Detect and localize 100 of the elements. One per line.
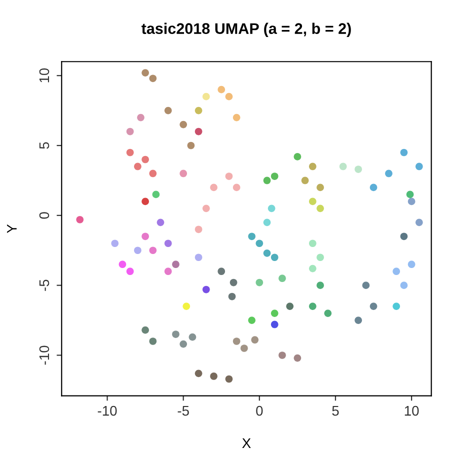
point bbox=[339, 162, 347, 170]
point bbox=[134, 162, 142, 170]
point bbox=[210, 372, 218, 380]
point bbox=[194, 106, 202, 114]
point bbox=[194, 370, 202, 378]
point bbox=[149, 170, 157, 178]
point bbox=[240, 344, 248, 352]
point bbox=[256, 278, 264, 286]
point bbox=[232, 338, 240, 345]
point bbox=[286, 302, 294, 310]
point bbox=[370, 184, 378, 192]
point bbox=[415, 162, 423, 170]
point bbox=[182, 302, 190, 310]
point bbox=[232, 184, 240, 192]
point bbox=[316, 204, 324, 212]
point bbox=[142, 69, 149, 76]
point bbox=[248, 232, 256, 240]
x-tick-label: 5 bbox=[332, 406, 339, 416]
point bbox=[230, 278, 238, 286]
point bbox=[270, 254, 278, 262]
point bbox=[294, 354, 302, 362]
point bbox=[278, 274, 286, 282]
point bbox=[392, 268, 400, 276]
point bbox=[111, 240, 119, 248]
point bbox=[126, 148, 134, 156]
point bbox=[308, 162, 316, 170]
point bbox=[263, 218, 271, 226]
point bbox=[187, 142, 195, 150]
y-tick-label: -5 bbox=[39, 280, 50, 291]
point bbox=[76, 216, 84, 224]
point bbox=[225, 92, 233, 100]
point bbox=[362, 282, 370, 290]
y-tick-label: 0 bbox=[39, 212, 50, 219]
point bbox=[156, 218, 164, 226]
point bbox=[400, 232, 408, 240]
point bbox=[137, 114, 144, 122]
point bbox=[118, 260, 126, 268]
point bbox=[354, 316, 362, 324]
point bbox=[180, 120, 188, 128]
point bbox=[406, 190, 414, 198]
point bbox=[251, 336, 259, 344]
point bbox=[164, 240, 172, 248]
point bbox=[126, 128, 134, 136]
point bbox=[202, 204, 210, 212]
point bbox=[164, 106, 172, 114]
point bbox=[228, 292, 236, 300]
point bbox=[400, 282, 408, 290]
y-tick-label: -10 bbox=[39, 346, 50, 365]
point bbox=[202, 92, 210, 100]
point bbox=[324, 310, 332, 317]
point bbox=[354, 166, 362, 173]
point bbox=[278, 352, 286, 359]
point bbox=[149, 338, 157, 345]
point bbox=[194, 254, 202, 262]
chart-title: tasic2018 UMAP (a = 2, b = 2) bbox=[142, 22, 351, 38]
point bbox=[194, 226, 202, 234]
point bbox=[392, 302, 400, 310]
point bbox=[308, 198, 316, 206]
point bbox=[294, 153, 302, 160]
point bbox=[408, 260, 416, 268]
point bbox=[172, 260, 180, 268]
point bbox=[218, 268, 226, 276]
point bbox=[188, 333, 196, 341]
x-tick-label: 0 bbox=[256, 406, 263, 416]
point bbox=[308, 264, 316, 272]
point bbox=[232, 114, 240, 122]
point bbox=[210, 184, 218, 192]
point bbox=[256, 240, 264, 248]
point bbox=[268, 204, 276, 212]
point bbox=[270, 320, 278, 328]
point bbox=[385, 170, 392, 178]
x-tick-label: -5 bbox=[178, 406, 189, 416]
point bbox=[370, 302, 378, 310]
point bbox=[263, 250, 271, 257]
point bbox=[142, 326, 149, 334]
point bbox=[164, 268, 172, 276]
point bbox=[316, 254, 324, 262]
point bbox=[142, 232, 149, 240]
point bbox=[202, 286, 210, 294]
point bbox=[218, 86, 226, 94]
point bbox=[408, 198, 416, 206]
point bbox=[149, 246, 157, 254]
point bbox=[316, 184, 324, 192]
point bbox=[194, 128, 202, 136]
point bbox=[301, 176, 309, 184]
point bbox=[180, 170, 188, 178]
point bbox=[316, 282, 324, 290]
point bbox=[400, 148, 408, 156]
point bbox=[152, 190, 160, 198]
point bbox=[142, 156, 149, 164]
point bbox=[225, 375, 233, 383]
point bbox=[180, 340, 188, 348]
point bbox=[270, 310, 278, 317]
x-tick-label: 10 bbox=[404, 406, 419, 416]
point bbox=[270, 172, 278, 180]
point bbox=[308, 240, 316, 248]
y-axis-title: Y bbox=[7, 224, 17, 234]
point bbox=[126, 268, 134, 276]
point bbox=[172, 330, 180, 338]
point bbox=[308, 302, 316, 310]
